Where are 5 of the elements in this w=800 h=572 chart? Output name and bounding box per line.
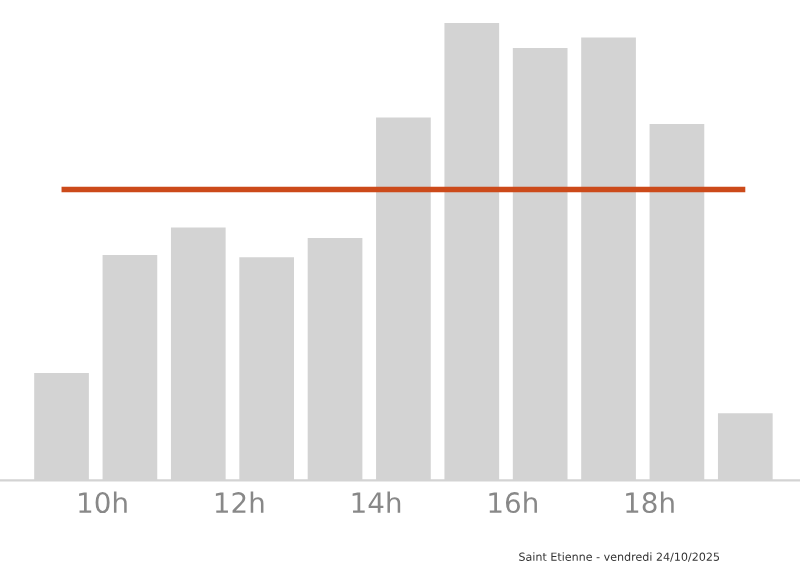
x-tick-label: 16h (489, 491, 537, 514)
x-tick-label: 12h (215, 491, 264, 513)
x-tick-label: 14h (352, 491, 401, 513)
x-tick-label: 18h (626, 491, 674, 514)
x-tick-label: 10h (79, 491, 127, 514)
